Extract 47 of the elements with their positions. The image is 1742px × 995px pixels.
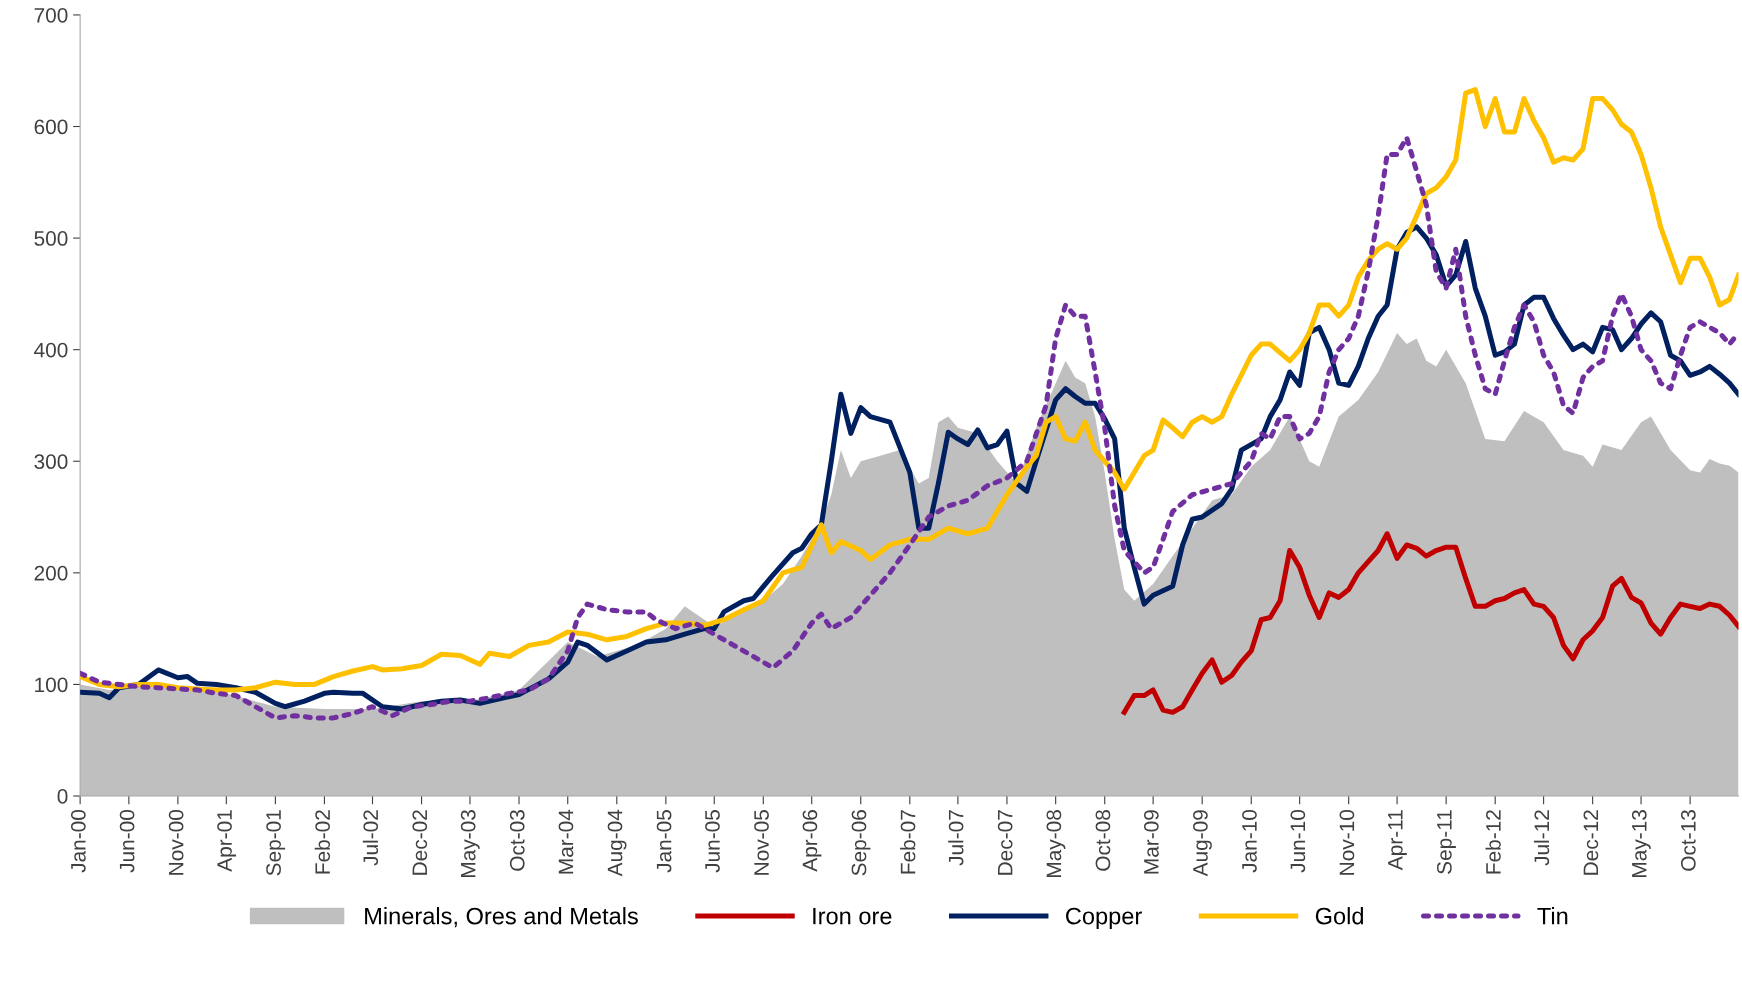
x-tick-label: Dec-02 <box>412 810 428 875</box>
x-tick-label: Nov-05 <box>754 810 769 875</box>
x-tick-label: Jul-02 <box>362 810 379 866</box>
x-tick-label: May-13 <box>1631 810 1651 877</box>
y-tick-label: 0 <box>57 789 68 804</box>
x-tick-label: Jun-00 <box>119 810 135 873</box>
x-tick-label: Sep-06 <box>851 810 871 876</box>
x-tick-label: Jan-05 <box>656 810 672 873</box>
y-tick-label: 700 <box>34 7 68 23</box>
x-tick-label: Aug-09 <box>1193 810 1212 877</box>
x-tick-label: Mar-09 <box>1143 810 1159 874</box>
legend-label: Minerals, Ores and Metals <box>365 907 638 928</box>
x-tick-label: Sep-11 <box>1436 810 1456 874</box>
y-tick-label: 100 <box>35 677 68 693</box>
x-tick-label: Nov-10 <box>1339 810 1355 875</box>
y-tick-label: 300 <box>34 454 68 470</box>
x-tick-label: Nov-00 <box>168 810 184 875</box>
x-tick-label: May-08 <box>1046 810 1066 877</box>
y-tick-label: 600 <box>34 119 68 135</box>
x-tick-label: Apr-06 <box>802 810 822 872</box>
x-tick-label: Jan-10 <box>1242 810 1257 873</box>
x-tick-label: Feb-12 <box>1485 810 1501 874</box>
x-tick-label: Mar-04 <box>558 809 574 874</box>
x-tick-label: Sep-01 <box>266 810 286 876</box>
legend-label: Tin <box>1537 907 1568 925</box>
legend-label: Gold <box>1315 907 1363 925</box>
legend-label: Iron ore <box>813 907 892 925</box>
x-tick-label: Apr-11 <box>1388 810 1407 871</box>
x-tick-label: Oct-08 <box>1095 810 1111 871</box>
x-tick-label: Feb-02 <box>314 810 331 874</box>
x-tick-label: Jul-12 <box>1533 810 1550 866</box>
y-tick-label: 400 <box>34 342 68 358</box>
x-tick-label: Jun-05 <box>705 810 720 873</box>
x-tick-label: Aug-04 <box>607 809 627 877</box>
x-tick-label: Oct-13 <box>1680 810 1696 871</box>
y-tick-label: 200 <box>34 565 68 581</box>
x-tick-label: Dec-12 <box>1583 810 1599 875</box>
x-tick-label: Dec-07 <box>997 810 1013 875</box>
legend-label: Copper <box>1066 907 1142 930</box>
x-tick-label: Apr-01 <box>217 810 237 872</box>
y-tick-label: 500 <box>34 231 68 246</box>
x-tick-label: May-03 <box>460 810 480 877</box>
x-tick-label: Feb-07 <box>900 810 916 874</box>
x-tick-label: Jan-00 <box>70 810 86 873</box>
x-tick-label: Jul-07 <box>948 810 964 866</box>
x-tick-label: Jun-10 <box>1290 810 1306 873</box>
x-tick-label: Oct-03 <box>509 810 525 871</box>
